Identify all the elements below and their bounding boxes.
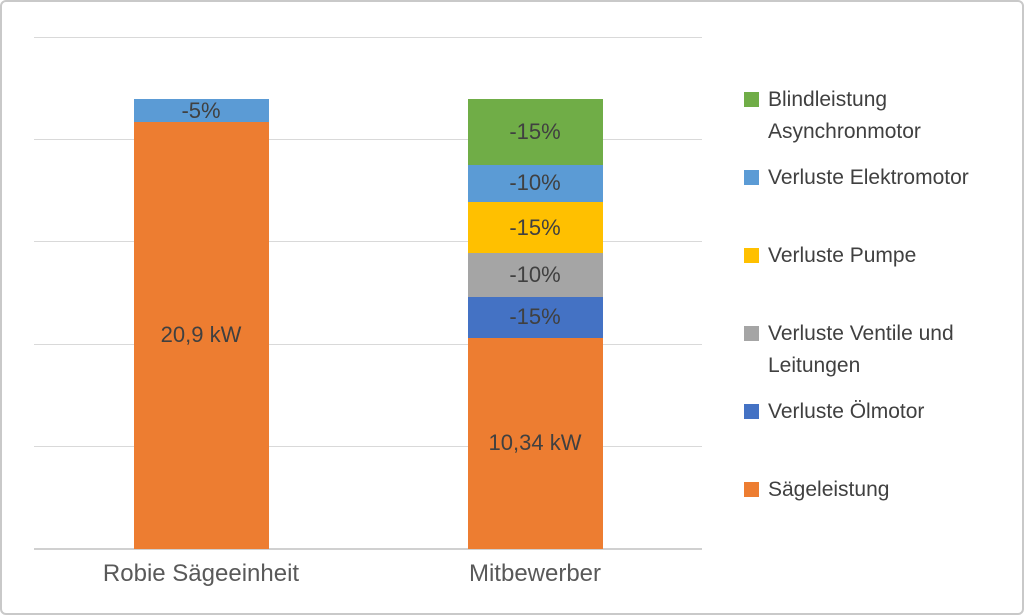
segment-s-geleistung: 20,9 kW (133, 121, 269, 549)
data-label: -15% (509, 118, 561, 144)
data-label: -15% (509, 304, 561, 330)
data-label: -10% (509, 261, 561, 287)
x-axis-label-mitbewerber: Mitbewerber (468, 560, 602, 587)
segment-verluste-elektromotor: -10% (467, 164, 603, 203)
legend-swatch-icon (744, 482, 759, 497)
segment-s-geleistung: 10,34 kW (467, 337, 603, 549)
legend-item-verluste-ventile-und-leitungen: Verluste Ventile und Leitungen (744, 318, 1010, 396)
legend-item-verluste-lmotor: Verluste Ölmotor (744, 396, 1010, 474)
data-label: 20,9 kW (160, 322, 242, 348)
gridline (34, 343, 702, 345)
plot-area: 20,9 kW -5% 10,34 kW -15% -10% -15% -10% -15% (34, 37, 702, 550)
legend-item-verluste-pumpe: Verluste Pumpe (744, 240, 1010, 318)
bar-robie-s-geeinheit: 20,9 kW -5% (133, 97, 269, 549)
gridline (34, 241, 702, 243)
legend: Blindleistung Asynchronmotor Verluste Ele… (744, 84, 1010, 552)
segment-verluste-pumpe: -15% (467, 202, 603, 253)
legend-label: Verluste Pumpe (768, 244, 917, 267)
legend-item-verluste-elektromotor: Verluste Elektromotor (744, 162, 1010, 240)
gridline (34, 139, 702, 141)
legend-item-s-geleistung: Sägeleistung (744, 474, 1010, 552)
legend-item-blindleistung-asynchronmotor: Blindleistung Asynchronmotor (744, 84, 1010, 162)
legend-swatch-icon (744, 248, 759, 263)
data-label: 10,34 kW (488, 430, 582, 456)
bar-mitbewerber: 10,34 kW -15% -10% -15% -10% -15% (467, 99, 603, 549)
legend-swatch-icon (744, 404, 759, 419)
x-axis-label-robie-s-geeinheit: Robie Sägeeinheit (102, 560, 300, 587)
segment-verluste-lmotor: -15% (467, 296, 603, 338)
legend-label: Blindleistung Asynchronmotor (768, 88, 921, 143)
legend-label: Verluste Elektromotor (768, 166, 969, 189)
legend-label: Verluste Ölmotor (768, 400, 925, 423)
segment-verluste-elektromotor: -5% (133, 97, 269, 123)
gridline (34, 37, 702, 38)
data-label: -15% (509, 214, 561, 240)
legend-swatch-icon (744, 326, 759, 341)
legend-swatch-icon (744, 92, 759, 107)
legend-swatch-icon (744, 170, 759, 185)
data-label: -10% (509, 170, 561, 196)
x-axis-line (34, 548, 702, 550)
segment-blindleistung-asynchronmotor: -15% (467, 99, 603, 165)
legend-label: Sägeleistung (768, 478, 890, 501)
segment-verluste-ventile-und-leitungen: -10% (467, 252, 603, 297)
data-label: -5% (181, 97, 221, 123)
legend-label: Verluste Ventile und Leitungen (768, 322, 954, 377)
gridline (34, 445, 702, 447)
